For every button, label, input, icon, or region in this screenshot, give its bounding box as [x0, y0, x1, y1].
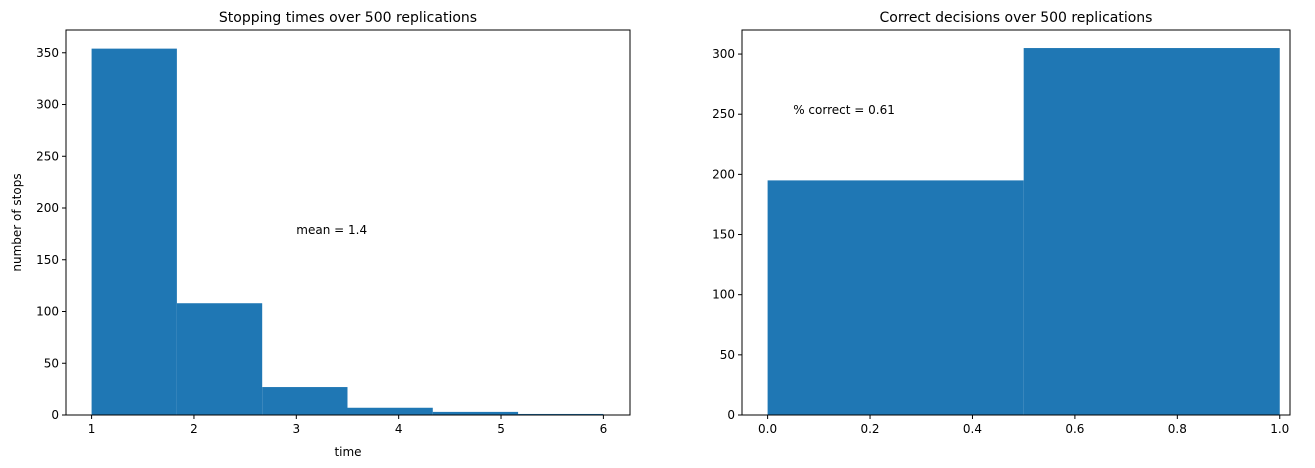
annotation: mean = 1.4 — [296, 223, 367, 237]
x-tick-label: 0.4 — [963, 422, 982, 436]
y-tick-label: 350 — [36, 46, 59, 60]
x-tick-label: 0.6 — [1065, 422, 1084, 436]
x-tick-label: 6 — [600, 422, 608, 436]
annotation: % correct = 0.61 — [793, 103, 895, 117]
x-tick-label: 1 — [88, 422, 96, 436]
y-tick-label: 50 — [44, 356, 59, 370]
x-axis-label: time — [334, 445, 361, 459]
histogram-bar — [767, 180, 1024, 415]
x-tick-label: 0.0 — [758, 422, 777, 436]
y-tick-label: 100 — [712, 288, 735, 302]
y-tick-label: 50 — [720, 348, 735, 362]
y-tick-label: 150 — [712, 228, 735, 242]
y-tick-label: 0 — [51, 408, 59, 422]
y-tick-label: 100 — [36, 305, 59, 319]
histogram-bar — [262, 387, 348, 415]
axes-frame — [741, 29, 1291, 416]
y-tick-label: 200 — [712, 167, 735, 181]
y-tick-label: 150 — [36, 253, 59, 267]
histogram-bar — [432, 411, 519, 415]
x-tick-label: 2 — [190, 422, 198, 436]
chart-2: 0.0 0.2 0.4 0.6 0.8 1.0 0 50 100 150 200 250 300 Corr… — [712, 10, 1291, 436]
chart-1: 1 2 3 4 5 6 0 50 100 150 200 250 300 350 Stopping time… — [10, 10, 631, 459]
y-tick-label: 200 — [36, 201, 59, 215]
x-tick-label: 4 — [395, 422, 403, 436]
histogram-bar — [347, 407, 433, 415]
axes-frame — [65, 29, 631, 416]
x-tick-label: 0.8 — [1168, 422, 1187, 436]
y-tick-label: 250 — [36, 149, 59, 163]
histogram-bar — [518, 413, 604, 415]
chart-title: Correct decisions over 500 replications — [880, 10, 1153, 26]
y-tick-label: 300 — [36, 98, 59, 112]
y-tick-label: 300 — [712, 47, 735, 61]
y-tick-label: 250 — [712, 107, 735, 121]
histogram-bar — [1023, 48, 1280, 415]
chart-title: Stopping times over 500 replications — [219, 10, 477, 26]
x-tick-label: 1.0 — [1270, 422, 1289, 436]
x-tick-label: 0.2 — [860, 422, 879, 436]
histogram-bar — [176, 303, 263, 415]
y-axis-label: number of stops — [10, 173, 24, 271]
histogram-bar — [91, 48, 177, 416]
y-tick-label: 0 — [727, 408, 735, 422]
x-tick-label: 5 — [497, 422, 505, 436]
x-tick-label: 3 — [292, 422, 300, 436]
